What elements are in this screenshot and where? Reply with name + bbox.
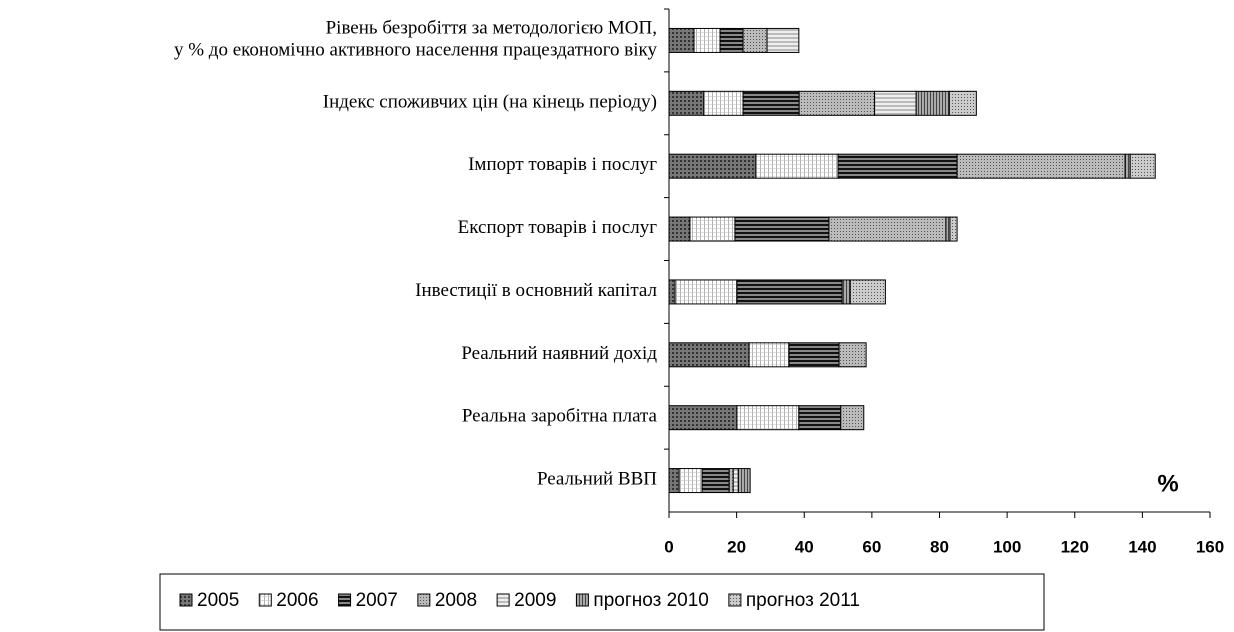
x-tick-label: 140 bbox=[1128, 537, 1156, 556]
x-tick-label: 160 bbox=[1196, 537, 1224, 556]
x-tick-label: 20 bbox=[727, 537, 746, 556]
category-label: Експорт товарів і послуг bbox=[458, 217, 658, 238]
bar-segment bbox=[701, 468, 730, 494]
bar-segment bbox=[668, 405, 738, 431]
bar-segment bbox=[668, 216, 691, 242]
bar-segment bbox=[949, 216, 958, 242]
bar-segment bbox=[668, 468, 680, 494]
bar-segment bbox=[703, 90, 744, 116]
bar-segment bbox=[737, 468, 751, 494]
bar-segment bbox=[742, 27, 768, 53]
bar-segment bbox=[755, 153, 839, 179]
x-tick-label: 40 bbox=[795, 537, 814, 556]
bar-segment bbox=[840, 405, 865, 431]
bar-segment bbox=[748, 342, 790, 368]
legend-swatch bbox=[338, 593, 352, 607]
legend-swatch bbox=[728, 593, 742, 607]
bar-segment bbox=[788, 342, 840, 368]
legend-label: 2005 bbox=[197, 590, 239, 611]
legend-label: 2009 bbox=[514, 590, 556, 611]
bar-segment bbox=[736, 279, 843, 305]
bar-segment bbox=[956, 153, 1126, 179]
legend-swatch bbox=[179, 593, 193, 607]
x-tick-label: 120 bbox=[1061, 537, 1089, 556]
bar-segment bbox=[693, 27, 721, 53]
legend-box bbox=[159, 573, 1045, 631]
bar-segment bbox=[668, 342, 750, 368]
bar-segment bbox=[838, 342, 867, 368]
category-label: Інвестиції в основний капітал bbox=[415, 280, 657, 301]
bar-segment bbox=[798, 405, 842, 431]
bar-segment bbox=[689, 216, 736, 242]
bar-segment bbox=[948, 90, 977, 116]
bar-segment bbox=[849, 279, 886, 305]
legend-swatch bbox=[417, 593, 431, 607]
bar-segment bbox=[828, 216, 947, 242]
bar-segment bbox=[798, 90, 876, 116]
bar-segment bbox=[1129, 153, 1156, 179]
legend-label: 2006 bbox=[276, 590, 318, 611]
legend-label: 2007 bbox=[356, 590, 398, 611]
legend-swatch bbox=[575, 593, 589, 607]
bar-segment bbox=[728, 468, 734, 494]
legend-label: прогноз 2011 bbox=[746, 590, 860, 611]
legend-label: прогноз 2010 bbox=[593, 590, 708, 611]
bar-segment bbox=[1124, 153, 1131, 179]
bar-segment bbox=[668, 279, 676, 305]
category-label: Індекс споживчих цін (на кінець періоду) bbox=[323, 92, 657, 113]
bar-segment bbox=[945, 216, 951, 242]
category-label: Реальний ВВП bbox=[537, 469, 657, 490]
legend-swatch bbox=[496, 593, 510, 607]
bar-segment bbox=[668, 27, 695, 53]
legend-label: 2008 bbox=[435, 590, 477, 611]
bar-segment bbox=[674, 279, 738, 305]
bar-segment bbox=[841, 279, 851, 305]
bar-segment bbox=[742, 90, 800, 116]
x-tick-label: 60 bbox=[862, 537, 881, 556]
bar-segment bbox=[734, 216, 830, 242]
bar-segment bbox=[915, 90, 950, 116]
category-label: Реальний наявний дохід bbox=[461, 343, 657, 364]
bar-segment bbox=[719, 27, 744, 53]
x-axis-label: % bbox=[1157, 470, 1178, 497]
category-label: Рівень безробіття за методологією МОП, у … bbox=[174, 18, 658, 61]
x-tick-label: 0 bbox=[664, 537, 673, 556]
legend-swatch bbox=[258, 593, 272, 607]
bar-segment bbox=[678, 468, 703, 494]
bar-segment bbox=[732, 468, 739, 494]
bar-segment bbox=[766, 27, 800, 53]
x-tick-label: 80 bbox=[930, 537, 949, 556]
bar-segment bbox=[736, 405, 800, 431]
bar-segment bbox=[668, 90, 705, 116]
category-label: Імпорт товарів і послуг bbox=[468, 155, 657, 176]
x-tick-label: 100 bbox=[993, 537, 1021, 556]
bar-segment bbox=[668, 153, 757, 179]
bar-segment bbox=[837, 153, 958, 179]
category-label: Реальна заробітна плата bbox=[462, 406, 658, 427]
bar-segment bbox=[874, 90, 917, 116]
